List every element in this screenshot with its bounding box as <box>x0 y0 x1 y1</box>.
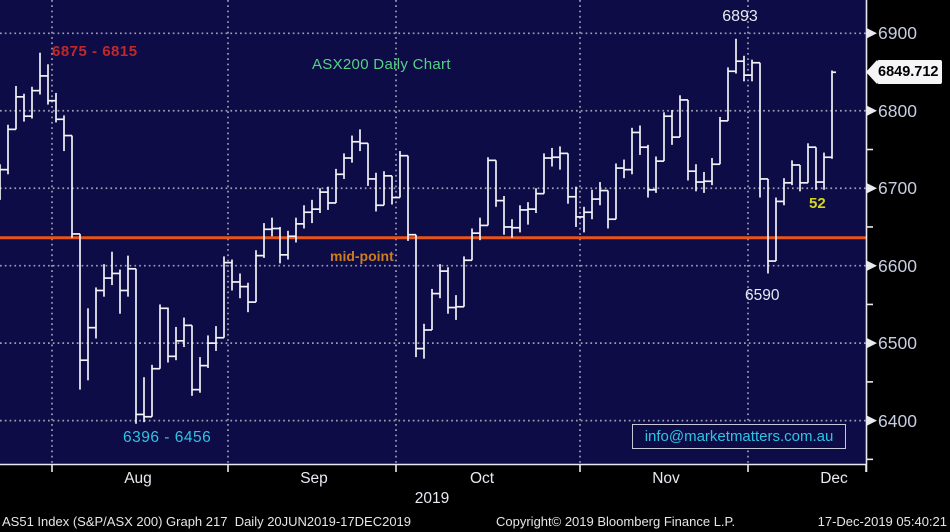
x-axis-month-label: Nov <box>652 470 680 487</box>
footer-timestamp: 17-Dec-2019 05:40:21 <box>817 514 947 529</box>
y-axis-label: 6600 <box>878 255 917 276</box>
y-axis-label: 6500 <box>878 333 917 354</box>
contact-email-box: info@marketmatters.com.au <box>632 424 846 449</box>
y-axis-label: 6800 <box>878 100 917 121</box>
chart-title: ASX200 Daily Chart <box>312 56 451 73</box>
contact-email-text: info@marketmatters.com.au <box>644 428 834 445</box>
footer-copyright: Copyright© 2019 Bloomberg Finance L.P. <box>496 514 736 529</box>
y-tick-arrow-icon <box>866 105 877 117</box>
last-price-value: 6849.712 <box>877 60 943 84</box>
footer-index-info: AS51 Index (S&P/ASX 200) Graph 217 Daily… <box>2 514 412 529</box>
annotation-august-range: 6396 - 6456 <box>123 429 212 446</box>
y-tick-arrow-icon <box>866 415 877 427</box>
last-price-tag: 6849.712 <box>866 60 943 84</box>
price-tag-pointer-icon <box>866 60 877 84</box>
x-axis-month-label: Dec <box>820 470 848 487</box>
y-tick-arrow-icon <box>866 337 877 349</box>
y-axis-label: 6400 <box>878 410 917 431</box>
y-tick-arrow-icon <box>866 182 877 194</box>
midpoint-line-label: mid-point <box>330 248 394 264</box>
annotation-july-range: 6875 - 6815 <box>52 43 138 60</box>
x-axis-month-label: Sep <box>300 470 328 487</box>
x-axis-month-label: Oct <box>469 470 495 487</box>
footer-bar: AS51 Index (S&P/ASX 200) Graph 217 Daily… <box>0 511 950 532</box>
y-axis-label: 6700 <box>878 178 917 199</box>
y-tick-arrow-icon <box>866 27 877 39</box>
annotation-december-low: 6590 <box>745 287 780 304</box>
x-axis-year-label: 2019 <box>414 490 450 507</box>
y-axis-label: 6900 <box>878 23 917 44</box>
x-axis-month-label: Aug <box>124 470 152 487</box>
annotation-level-52: 52 <box>809 195 826 212</box>
annotation-november-high: 6893 <box>722 8 758 25</box>
y-tick-arrow-icon <box>866 260 877 272</box>
